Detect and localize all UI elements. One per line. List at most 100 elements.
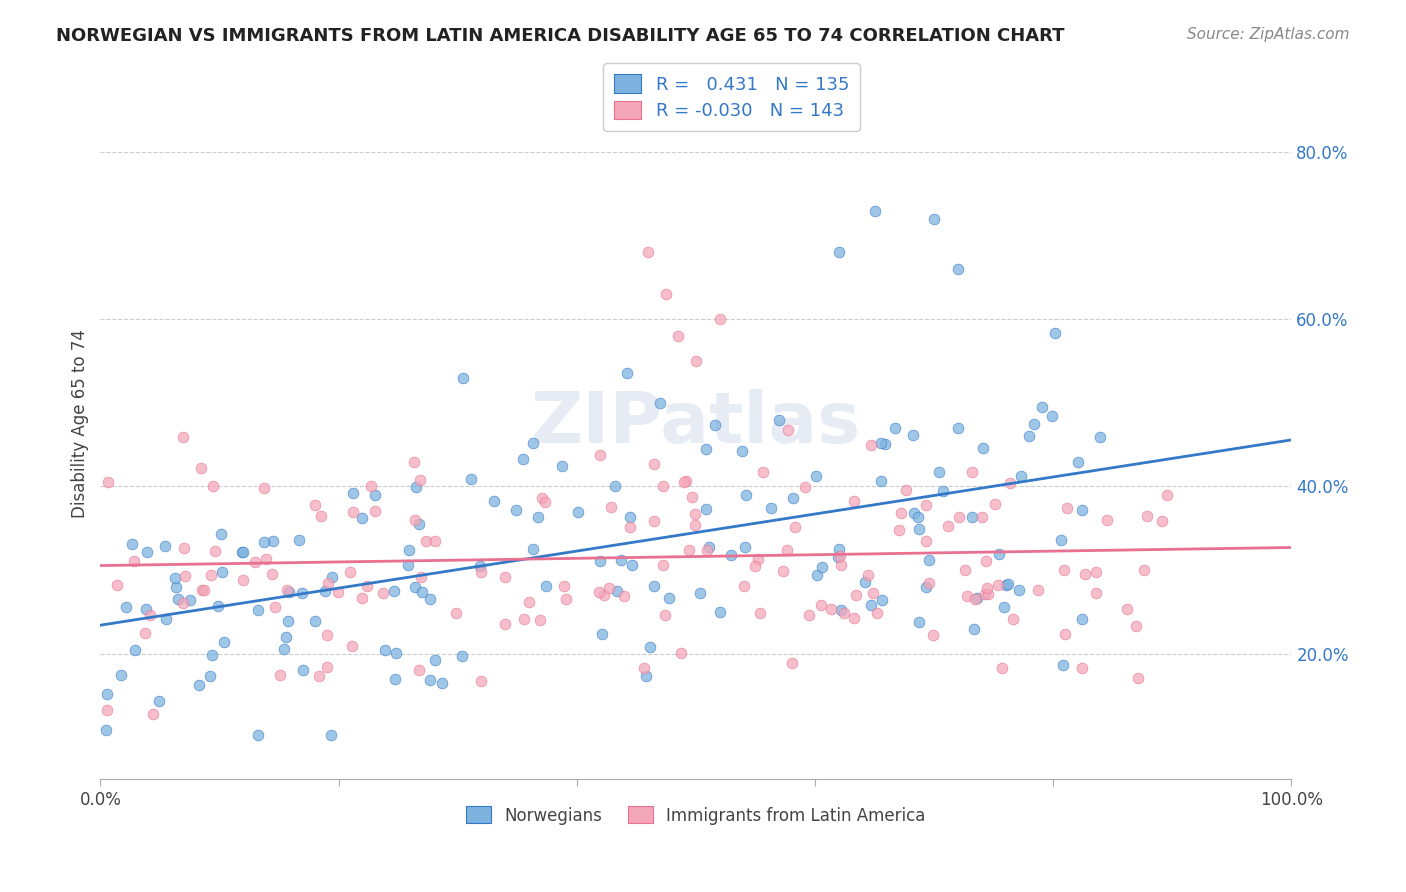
Norwegians bbox=[853, 574, 876, 589]
Norwegians bbox=[110, 667, 132, 681]
Norwegians bbox=[734, 488, 756, 502]
Norwegians bbox=[863, 203, 886, 218]
Immigrants from Latin America bbox=[517, 595, 540, 609]
Norwegians bbox=[352, 510, 374, 524]
Immigrants from Latin America bbox=[733, 578, 755, 592]
Norwegians bbox=[96, 687, 118, 701]
Norwegians bbox=[482, 494, 505, 508]
Immigrants from Latin America bbox=[866, 606, 889, 620]
Norwegians bbox=[827, 550, 849, 565]
Immigrants from Latin America bbox=[998, 476, 1021, 491]
Immigrants from Latin America bbox=[859, 438, 882, 452]
Norwegians bbox=[207, 599, 229, 614]
Norwegians bbox=[167, 591, 190, 606]
Immigrants from Latin America bbox=[253, 481, 276, 495]
Norwegians bbox=[960, 510, 983, 524]
Norwegians bbox=[1031, 400, 1053, 414]
Norwegians bbox=[209, 527, 232, 541]
Norwegians bbox=[534, 579, 557, 593]
Immigrants from Latin America bbox=[342, 505, 364, 519]
Norwegians bbox=[759, 500, 782, 515]
Immigrants from Latin America bbox=[409, 570, 432, 584]
Immigrants from Latin America bbox=[844, 611, 866, 625]
Immigrants from Latin America bbox=[513, 612, 536, 626]
Immigrants from Latin America bbox=[921, 627, 943, 641]
Norwegians bbox=[859, 599, 882, 613]
Immigrants from Latin America bbox=[470, 565, 492, 579]
Immigrants from Latin America bbox=[681, 490, 703, 504]
Norwegians bbox=[870, 592, 893, 607]
Immigrants from Latin America bbox=[316, 660, 339, 674]
Norwegians bbox=[1050, 533, 1073, 548]
Norwegians bbox=[1018, 429, 1040, 443]
Immigrants from Latin America bbox=[1136, 508, 1159, 523]
Immigrants from Latin America bbox=[780, 657, 803, 671]
Immigrants from Latin America bbox=[254, 552, 277, 566]
Immigrants from Latin America bbox=[243, 556, 266, 570]
Immigrants from Latin America bbox=[914, 498, 936, 512]
Norwegians bbox=[734, 540, 756, 554]
Immigrants from Latin America bbox=[172, 596, 194, 610]
Norwegians bbox=[689, 586, 711, 600]
Norwegians bbox=[616, 366, 638, 380]
Norwegians bbox=[806, 567, 828, 582]
Norwegians bbox=[419, 673, 441, 687]
Norwegians bbox=[1052, 658, 1074, 673]
Immigrants from Latin America bbox=[1074, 567, 1097, 582]
Norwegians bbox=[658, 591, 681, 606]
Immigrants from Latin America bbox=[309, 509, 332, 524]
Norwegians bbox=[451, 371, 474, 385]
Norwegians bbox=[198, 668, 221, 682]
Immigrants from Latin America bbox=[316, 575, 339, 590]
Norwegians bbox=[917, 553, 939, 567]
Norwegians bbox=[382, 583, 405, 598]
Norwegians bbox=[165, 571, 187, 585]
Immigrants from Latin America bbox=[408, 663, 430, 677]
Norwegians bbox=[276, 614, 298, 628]
Immigrants from Latin America bbox=[600, 500, 623, 514]
Norwegians bbox=[963, 622, 986, 636]
Immigrants from Latin America bbox=[494, 617, 516, 632]
Immigrants from Latin America bbox=[264, 599, 287, 614]
Immigrants from Latin America bbox=[828, 549, 851, 564]
Norwegians bbox=[247, 603, 270, 617]
Immigrants from Latin America bbox=[304, 498, 326, 512]
Norwegians bbox=[901, 428, 924, 442]
Immigrants from Latin America bbox=[1156, 488, 1178, 502]
Immigrants from Latin America bbox=[96, 703, 118, 717]
Norwegians bbox=[830, 603, 852, 617]
Norwegians bbox=[211, 565, 233, 579]
Norwegians bbox=[697, 540, 720, 554]
Norwegians bbox=[411, 585, 433, 599]
Norwegians bbox=[1022, 417, 1045, 432]
Norwegians bbox=[252, 535, 274, 549]
Immigrants from Latin America bbox=[1001, 612, 1024, 626]
Immigrants from Latin America bbox=[470, 674, 492, 689]
Immigrants from Latin America bbox=[356, 579, 378, 593]
Norwegians bbox=[278, 584, 301, 599]
Immigrants from Latin America bbox=[842, 493, 865, 508]
Norwegians bbox=[884, 420, 907, 434]
Immigrants from Latin America bbox=[832, 607, 855, 621]
Immigrants from Latin America bbox=[845, 588, 868, 602]
Immigrants from Latin America bbox=[651, 558, 673, 572]
Norwegians bbox=[124, 643, 146, 657]
Immigrants from Latin America bbox=[1054, 627, 1077, 641]
Norwegians bbox=[870, 436, 893, 450]
Immigrants from Latin America bbox=[785, 520, 807, 534]
Norwegians bbox=[1067, 455, 1090, 469]
Immigrants from Latin America bbox=[744, 559, 766, 574]
Immigrants from Latin America bbox=[652, 479, 675, 493]
Norwegians bbox=[1040, 409, 1063, 423]
Immigrants from Latin America bbox=[685, 354, 707, 368]
Norwegians bbox=[290, 585, 312, 599]
Norwegians bbox=[638, 640, 661, 655]
Norwegians bbox=[512, 452, 534, 467]
Immigrants from Latin America bbox=[775, 543, 797, 558]
Immigrants from Latin America bbox=[97, 475, 120, 490]
Immigrants from Latin America bbox=[960, 466, 983, 480]
Norwegians bbox=[262, 534, 284, 549]
Immigrants from Latin America bbox=[364, 503, 387, 517]
Immigrants from Latin America bbox=[984, 497, 1007, 511]
Norwegians bbox=[704, 418, 727, 433]
